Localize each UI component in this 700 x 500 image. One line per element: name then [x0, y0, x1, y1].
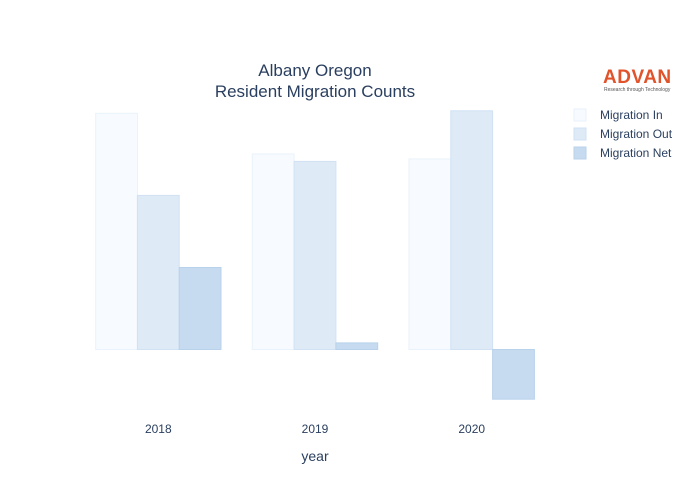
bar-migration-net-2018 — [178, 267, 222, 350]
legend-label-migration-in[interactable]: Migration In — [600, 108, 663, 122]
advan-logo: ADVAN Research through Technology — [603, 67, 672, 93]
x-tick-label: 2019 — [302, 422, 329, 436]
legend-label-migration-net[interactable]: Migration Net — [600, 146, 672, 160]
bar-migration-out-2019 — [293, 160, 337, 350]
bar-migration-in-2018 — [95, 112, 138, 350]
bar-migration-out-2020 — [450, 110, 494, 350]
logo-tagline: Research through Technology — [604, 87, 671, 93]
legend-swatch-migration-in[interactable] — [573, 108, 587, 122]
bars-layer — [95, 110, 535, 400]
x-tick-label: 2018 — [145, 422, 172, 436]
logo-wordmark: ADVAN — [603, 67, 672, 88]
chart-title-line-1: Albany Oregon — [258, 61, 371, 80]
x-tick-label: 2020 — [458, 422, 485, 436]
chart-title: Albany Oregon Resident Migration Counts — [215, 61, 415, 101]
x-axis-title: year — [301, 448, 329, 464]
chart-title-line-2: Resident Migration Counts — [215, 82, 415, 101]
bar-migration-net-2019 — [335, 342, 379, 350]
legend: Migration In Migration Out Migration Net — [573, 108, 673, 160]
legend-swatch-migration-net[interactable] — [573, 146, 587, 160]
bar-migration-out-2018 — [136, 194, 180, 350]
legend-swatch-migration-out[interactable] — [573, 127, 587, 141]
bar-migration-net-2020 — [492, 349, 535, 400]
x-axis-ticks: 2018 2019 2020 — [145, 422, 485, 436]
bar-migration-in-2020 — [408, 158, 452, 350]
legend-label-migration-out[interactable]: Migration Out — [600, 127, 673, 141]
bar-migration-in-2019 — [251, 153, 295, 350]
